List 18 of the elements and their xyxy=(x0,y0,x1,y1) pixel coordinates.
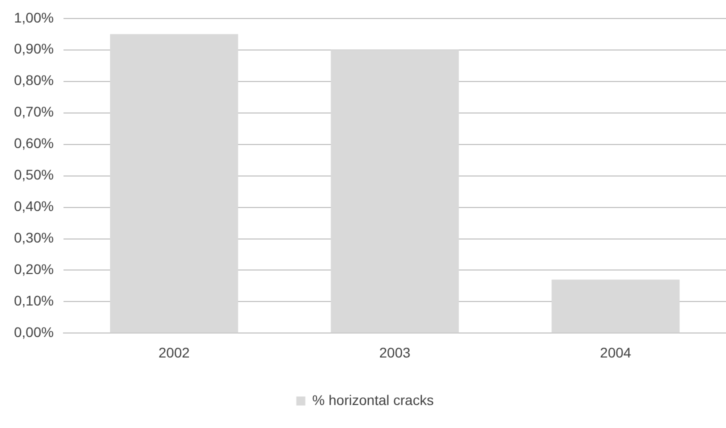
y-tick-label: 0,20% xyxy=(14,261,54,278)
bar xyxy=(330,50,459,333)
y-tick-label: 0,60% xyxy=(14,135,54,152)
bar xyxy=(110,34,238,333)
legend-label: % horizontal cracks xyxy=(312,392,434,408)
y-tick-label: 0,00% xyxy=(14,324,54,340)
y-tick-label: 0,40% xyxy=(14,198,54,214)
x-tick-label: 2004 xyxy=(600,344,632,360)
y-tick-label: 0,50% xyxy=(14,166,54,183)
y-tick-label: 1,00% xyxy=(14,9,54,26)
y-tick-label: 0,80% xyxy=(14,72,54,88)
x-tick-label: 2002 xyxy=(158,344,190,360)
y-tick-label: 0,70% xyxy=(14,104,54,120)
y-tick-label: 0,30% xyxy=(14,230,54,246)
bar xyxy=(552,280,680,333)
y-tick-label: 0,90% xyxy=(14,40,54,57)
x-tick-label: 2003 xyxy=(379,344,411,360)
y-tick-label: 0,10% xyxy=(14,292,54,309)
